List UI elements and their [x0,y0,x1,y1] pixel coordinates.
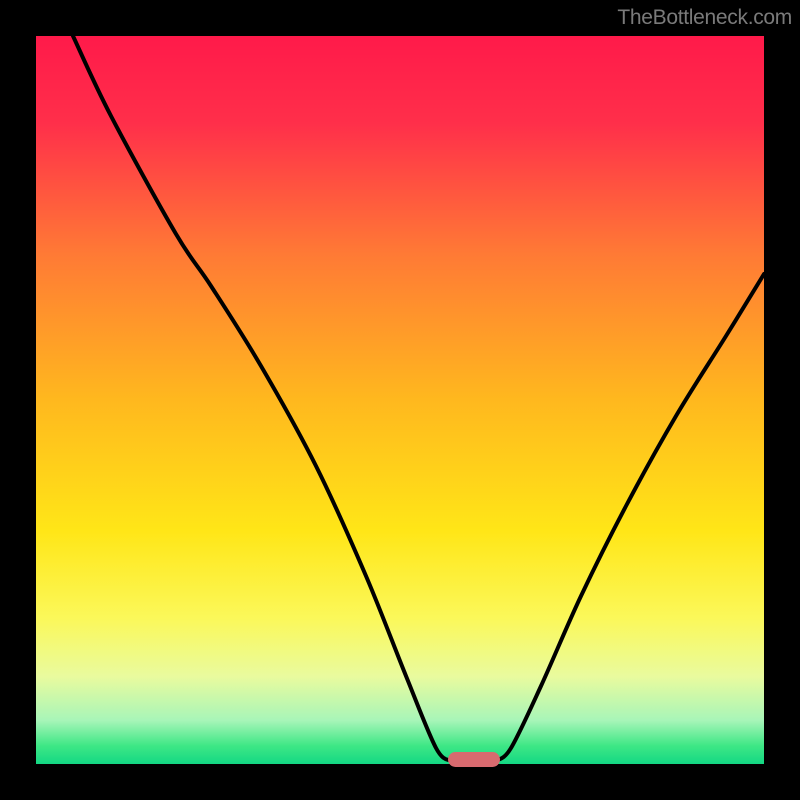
plot-svg [36,36,764,764]
watermark-text: TheBottleneck.com [617,6,792,30]
chart-border-right [764,0,800,800]
plot-background [36,36,764,764]
chart-container: TheBottleneck.com [0,0,800,800]
plot-area [36,36,764,764]
chart-border-bottom [0,764,800,800]
chart-border-left [0,0,36,800]
minimum-marker [448,752,500,767]
